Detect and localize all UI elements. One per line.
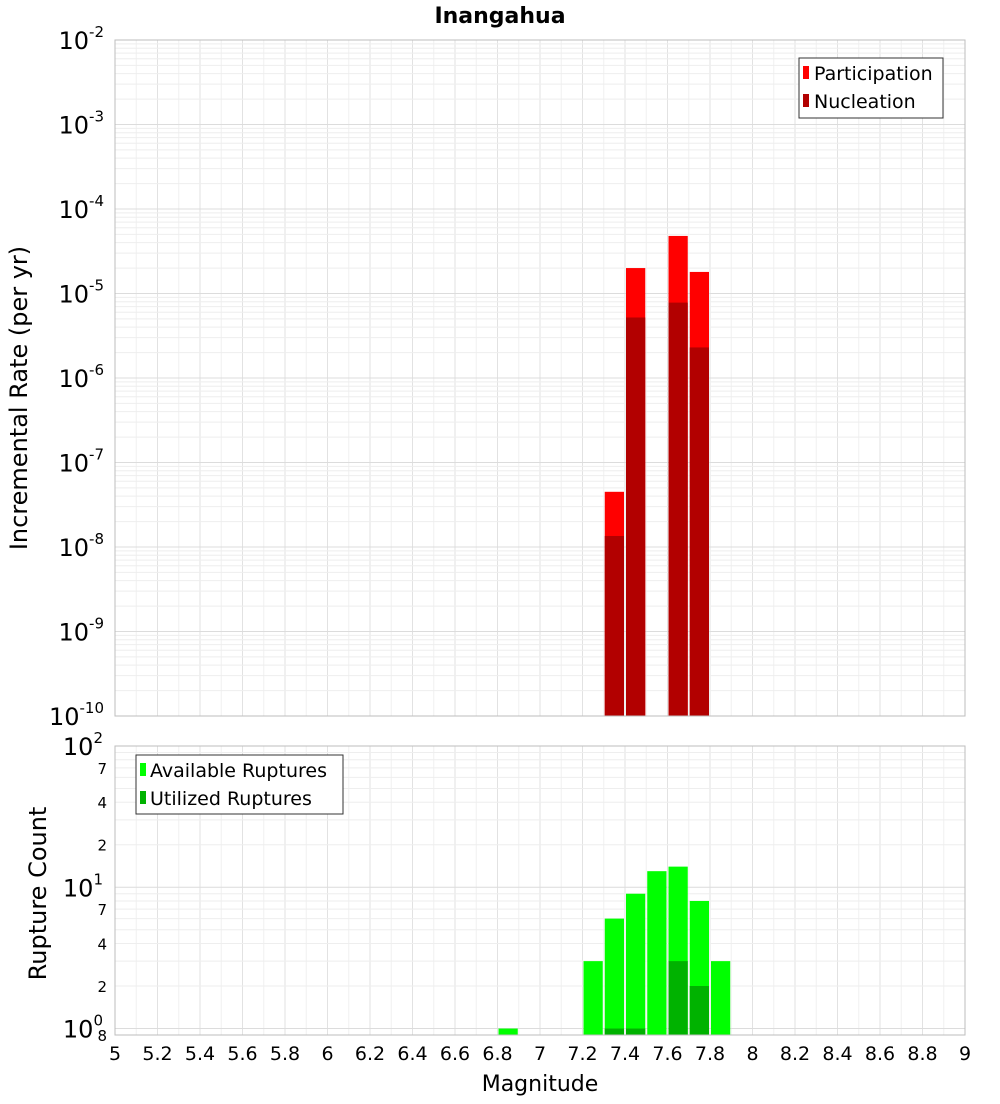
legend-label: Participation (814, 63, 933, 85)
nucleation-bar (626, 317, 646, 716)
plot-border (114, 745, 966, 1036)
y-tick-label: 10-4 (58, 192, 104, 224)
x-tick-label: 5 (109, 1043, 121, 1065)
x-tick-label: 5.8 (270, 1043, 300, 1065)
legend-label: Utilized Ruptures (150, 788, 312, 810)
rate-plot: 10-2 10-3 10-4 10-5 10-6 10-7 10-8 10-9 10-10 Inc… (5, 23, 966, 731)
x-tick-label: 6.6 (440, 1043, 470, 1065)
available-ruptures-bar (711, 961, 731, 1035)
y-minor-tick-label: 2 (97, 837, 107, 855)
x-tick-label: 7 (534, 1043, 546, 1065)
x-tick-label: 7.8 (695, 1043, 725, 1065)
legend: Available Ruptures Utilized Ruptures (135, 754, 344, 815)
y-tick-label: 10-10 (49, 699, 104, 731)
x-axis-label: Magnitude (482, 1072, 599, 1097)
y-minor-tick-label: 8 (97, 1027, 107, 1045)
utilized-ruptures-bar (689, 986, 709, 1035)
legend-swatch (140, 791, 146, 804)
legend-swatch (803, 94, 809, 107)
x-tick-label: 6.4 (397, 1043, 427, 1065)
legend-label: Available Ruptures (150, 760, 327, 782)
x-tick-label: 7.2 (567, 1043, 597, 1065)
legend: Participation Nucleation (798, 57, 944, 119)
x-tick-label: 6.2 (355, 1043, 385, 1065)
x-tick-label: 7.4 (610, 1043, 640, 1065)
y-tick-label: 10-7 (58, 446, 104, 478)
nucleation-bar (668, 302, 688, 716)
y-axis-label: Rupture Count (24, 807, 52, 981)
plot-border (114, 39, 966, 717)
y-tick-label: 10-6 (58, 361, 104, 393)
x-tick-label: 6 (321, 1043, 333, 1065)
x-tick-label: 5.6 (227, 1043, 257, 1065)
available-ruptures-bar (583, 961, 603, 1035)
utilized-ruptures-bar (626, 1028, 646, 1035)
legend-swatch (140, 763, 146, 776)
available-ruptures-bar (498, 1028, 518, 1035)
y-tick-label: 101 (63, 870, 103, 902)
y-minor-tick-label: 4 (97, 794, 107, 812)
y-tick-label: 100 (63, 1012, 103, 1044)
nucleation-bar (689, 347, 709, 716)
y-tick-label: 10-9 (58, 615, 104, 647)
utilized-ruptures-bar (604, 1028, 624, 1035)
legend-box (135, 754, 344, 815)
available-ruptures-bar (647, 871, 667, 1035)
y-minor-tick-label: 7 (97, 901, 107, 919)
x-tick-label: 8.8 (907, 1043, 937, 1065)
y-tick-label: 10-3 (58, 108, 104, 140)
count-plot: 102 101 100 7 4 2 7 4 2 8 Rupture Count 5 5.2 5.4 5.6 5… (24, 729, 971, 1065)
nucleation-bar (604, 535, 624, 716)
legend-label: Nucleation (814, 91, 916, 113)
y-minor-tick-label: 4 (97, 935, 107, 953)
y-minor-tick-label: 7 (97, 760, 107, 778)
x-tick-label: 5.2 (142, 1043, 172, 1065)
utilized-ruptures-bar (668, 961, 688, 1035)
available-ruptures-bar (626, 893, 646, 1035)
x-tick-label: 5.4 (185, 1043, 215, 1065)
x-tick-label: 7.6 (652, 1043, 682, 1065)
x-tick-label: 6.8 (482, 1043, 512, 1065)
available-ruptures-bar (604, 918, 624, 1035)
chart-title: Inangahua (434, 4, 565, 29)
x-tick-label: 9 (959, 1043, 971, 1065)
y-tick-label: 10-5 (58, 277, 104, 309)
x-tick-label: 8 (746, 1043, 758, 1065)
y-tick-label: 10-8 (58, 530, 104, 562)
y-axis-label: Incremental Rate (per yr) (5, 246, 33, 550)
x-tick-label: 8.6 (865, 1043, 895, 1065)
x-tick-label: 8.2 (780, 1043, 810, 1065)
y-minor-tick-label: 2 (97, 978, 107, 996)
legend-box (798, 57, 944, 119)
y-tick-label: 10-2 (58, 23, 104, 55)
x-tick-label: 8.4 (822, 1043, 852, 1065)
y-tick-label: 102 (63, 729, 103, 761)
legend-swatch (803, 66, 809, 79)
